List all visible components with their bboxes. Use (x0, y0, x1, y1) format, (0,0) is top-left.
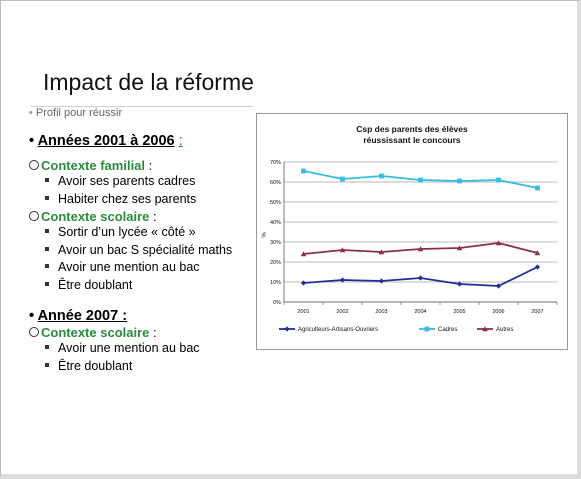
x-tick-label: 2005 (453, 309, 465, 315)
series-0-point (378, 278, 385, 284)
series-2-point (417, 246, 424, 252)
chart-subtitle: réussissant le concours (363, 135, 461, 145)
bullet-dot-icon: • (29, 107, 36, 119)
context-familial-colon: : (148, 158, 153, 173)
y-tick-label: 20% (270, 260, 281, 266)
title-divider (31, 106, 253, 107)
line-chart: Csp des parents des élèves réussissant l… (262, 124, 558, 333)
familial-item-text: Habiter chez ses parents (58, 191, 197, 206)
series-2-point (456, 245, 463, 251)
scolaire-item-text: Avoir une mention au bac (58, 260, 200, 274)
scolaire-2007-item: Avoir une mention au bac (45, 340, 259, 358)
context-scolaire-2007: Contexte scolaire : (29, 325, 287, 340)
x-tick-label: 2004 (414, 309, 426, 315)
scolaire-list: Sortir d’un lycée « côté » Avoir un bac S… (29, 224, 259, 294)
y-axis-label: % (262, 232, 268, 238)
square-bullet-icon (45, 229, 49, 233)
scolaire-2007-item-text: Être doublant (58, 358, 133, 373)
square-bullet-icon (45, 246, 49, 251)
legend-label: Cadres (438, 327, 457, 333)
series-2-point (495, 240, 502, 246)
ring-bullet-icon (29, 327, 39, 337)
context-scolaire: Contexte scolaire : (29, 209, 287, 224)
familial-item-text: Avoir ses parents cadres (58, 174, 196, 188)
series-1-point (301, 168, 306, 174)
chart-title: Csp des parents des élèves (356, 124, 468, 134)
square-bullet-icon (45, 362, 49, 367)
scolaire-2007-item-text: Avoir une mention au bac (58, 341, 200, 355)
context-scolaire-2007-label: Contexte scolaire (41, 325, 150, 340)
series-1-point (535, 185, 540, 191)
square-bullet-icon (45, 345, 49, 349)
y-tick-label: 40% (270, 220, 281, 226)
slide-title: Impact de la réforme (43, 69, 254, 95)
scolaire-item: Avoir une mention au bac (45, 259, 259, 277)
legend-point (424, 326, 430, 332)
y-tick-label: 60% (270, 180, 281, 186)
y-tick-label: 30% (270, 240, 281, 246)
scolaire-2007-list: Avoir une mention au bac Être doublant (29, 340, 259, 375)
series-1-point (457, 178, 462, 184)
scolaire-item: Sortir d’un lycée « côté » (45, 224, 259, 242)
context-familial: Contexte familial : (29, 158, 287, 173)
series-0-point (534, 264, 541, 270)
y-tick-label: 70% (270, 160, 281, 166)
legend-point (284, 326, 290, 332)
section-heading-2007-text: Année 2007 : (37, 308, 128, 324)
scolaire-item: Avoir un bac S spécialité maths (45, 242, 259, 260)
x-tick-label: 2007 (531, 309, 543, 315)
scolaire-2007-item: Être doublant (45, 358, 259, 376)
plot-area: 0% 10% 20% 30% 40% 50% 60% 70% 2001 2002 2003 2004 2… (270, 160, 558, 333)
x-tick-label: 2006 (492, 309, 504, 315)
series-2-point (300, 251, 307, 257)
series-1-point (496, 177, 501, 183)
series-0-point (300, 280, 307, 286)
series-1-point (379, 173, 384, 179)
square-bullet-icon (45, 264, 49, 268)
section-heading-colon: : (178, 133, 183, 149)
series-0-point (417, 275, 424, 281)
series-0-point (456, 281, 463, 287)
ring-bullet-icon (29, 211, 39, 221)
chart-panel: Csp des parents des élèves réussissant l… (256, 113, 568, 350)
context-familial-label: Contexte familial (41, 158, 146, 173)
scolaire-item-text: Sortir d’un lycée « côté » (58, 225, 196, 239)
series-0-point (495, 283, 502, 289)
context-scolaire-label: Contexte scolaire (41, 209, 150, 224)
square-bullet-icon (45, 281, 49, 286)
context-scolaire-2007-colon: : (153, 325, 157, 340)
y-tick-label: 50% (270, 200, 281, 206)
section-heading-2001-2006-text: Années 2001 à 2006 (37, 133, 175, 149)
scolaire-item-text: Avoir un bac S spécialité maths (58, 242, 233, 257)
legend-label: Agriculteurs-Artisans-Ouvriers (298, 327, 378, 333)
familial-list: Avoir ses parents cadres Habiter chez ses… (29, 173, 259, 208)
familial-item: Habiter chez ses parents (45, 191, 259, 209)
y-tick-label: 10% (270, 280, 281, 286)
y-tick-label: 0% (273, 300, 281, 306)
x-tick-label: 2001 (297, 309, 309, 315)
x-tick-label: 2003 (375, 309, 387, 315)
profile-bullet: • Profil pour réussir (29, 107, 259, 119)
legend-point (482, 326, 488, 332)
scolaire-item-text: Être doublant (58, 277, 133, 292)
ring-bullet-icon (29, 160, 39, 170)
series-1-point (340, 176, 345, 182)
square-bullet-icon (45, 195, 49, 200)
series-2-point (378, 249, 385, 255)
profile-bullet-text: Profil pour réussir (35, 107, 123, 119)
context-scolaire-colon: : (153, 209, 157, 224)
square-bullet-icon (45, 178, 49, 182)
series-2-point (534, 250, 541, 256)
x-tick-label: 2002 (336, 309, 348, 315)
section-heading-2007: • Année 2007 : (29, 308, 128, 324)
series-2-point (339, 247, 346, 253)
section-heading-2001-2006: • Années 2001 à 2006 : (29, 133, 183, 149)
series-0-point (339, 277, 346, 283)
familial-item: Avoir ses parents cadres (45, 173, 259, 191)
slide-body: • Profil pour réussir • Années 2001 à 20… (29, 107, 259, 375)
legend-label: Autres (496, 327, 513, 333)
series-1-point (418, 177, 423, 183)
scolaire-item: Être doublant (45, 277, 259, 295)
